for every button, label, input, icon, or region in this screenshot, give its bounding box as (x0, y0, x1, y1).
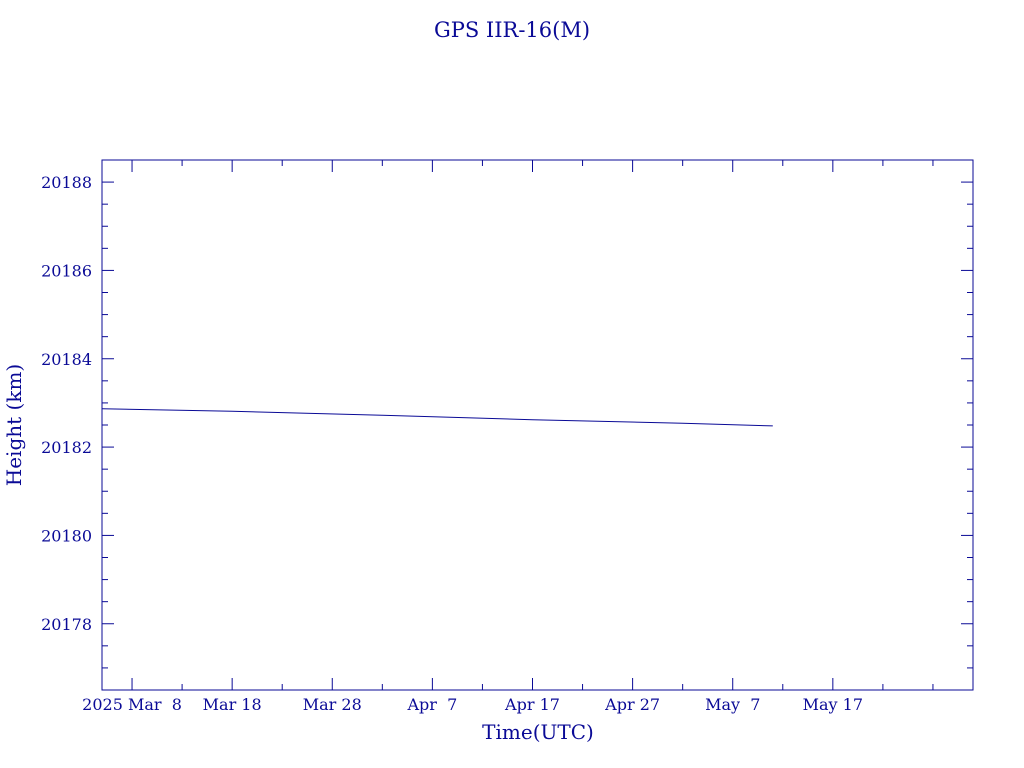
x-tick-label: Mar 28 (303, 695, 362, 714)
y-tick-labels: 20178 20180 20182 20184 20186 20188 (41, 173, 92, 634)
y-ticks (102, 159, 973, 691)
y-tick-label: 20184 (41, 350, 92, 369)
y-tick-label: 20182 (41, 438, 92, 457)
x-ticks (131, 160, 934, 690)
x-axis-title: Time(UTC) (482, 720, 594, 744)
plot-frame (101, 159, 974, 691)
y-tick-label: 20188 (41, 173, 92, 192)
y-tick-label: 20180 (41, 526, 92, 545)
x-tick-label: Apr 17 (504, 695, 560, 714)
height-series-line (101, 408, 773, 427)
x-tick-label: Apr 7 (406, 695, 457, 714)
x-tick-label: May 7 (705, 695, 760, 714)
y-tick-label: 20178 (41, 615, 92, 634)
series-layer (101, 408, 773, 427)
y-tick-label: 20186 (41, 261, 92, 280)
x-tick-label: Mar 18 (203, 695, 262, 714)
x-tick-label: 2025 Mar 8 (82, 695, 182, 714)
x-tick-labels: 2025 Mar 8 Mar 18 Mar 28 Apr 7 Apr 17 Apr 27 M… (82, 695, 863, 714)
x-tick-label: Apr 27 (604, 695, 660, 714)
x-tick-label: May 17 (803, 695, 863, 714)
y-axis-title: Height (km) (2, 364, 26, 486)
chart-title: GPS IIR-16(M) (434, 18, 590, 42)
